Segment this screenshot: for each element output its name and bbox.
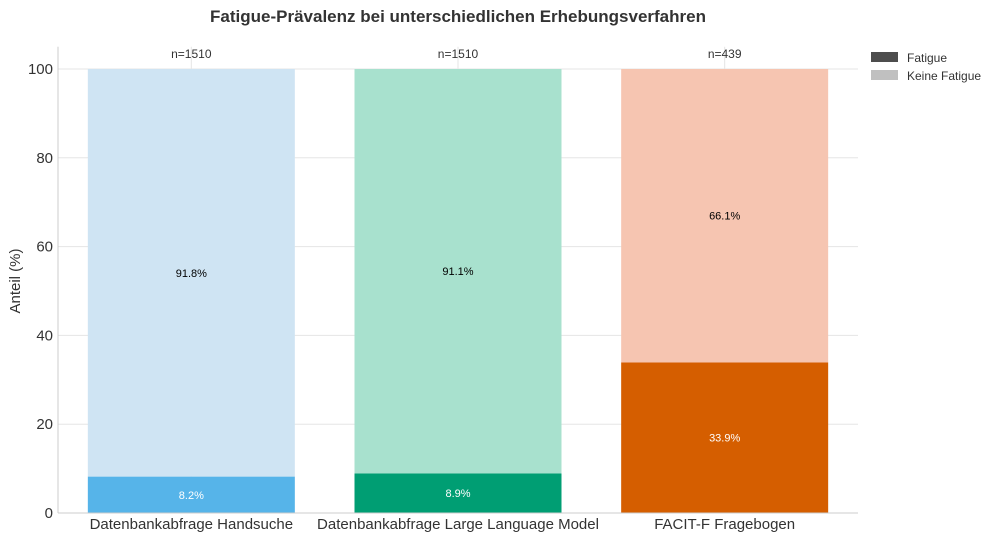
- bar-segment-keine-fatigue: [621, 69, 829, 363]
- y-tick-label: 0: [45, 505, 53, 522]
- y-axis-label: Anteil (%): [7, 248, 24, 313]
- bar-value-label: 8.2%: [179, 490, 204, 502]
- bar-value-label: 8.9%: [445, 488, 470, 500]
- y-tick-label: 60: [36, 239, 53, 256]
- bar-segment-fatigue: [87, 476, 295, 513]
- y-tick-label: 40: [36, 327, 53, 344]
- x-tick-label: FACIT-F Fragebogen: [654, 516, 795, 533]
- bar-value-label: 91.8%: [176, 268, 207, 280]
- sample-size-label: n=439: [708, 47, 742, 61]
- bar-value-label: 33.9%: [709, 433, 740, 445]
- legend-swatch: [871, 52, 898, 62]
- legend-label: Keine Fatigue: [907, 69, 981, 83]
- x-tick-label: Datenbankabfrage Handsuche: [90, 516, 293, 533]
- y-tick-label: 20: [36, 416, 53, 433]
- legend-label: Fatigue: [907, 51, 947, 65]
- legend-swatch: [871, 70, 898, 80]
- bar-segment-fatigue: [621, 362, 829, 513]
- bar-segment-keine-fatigue: [354, 69, 562, 474]
- bar-value-label: 66.1%: [709, 211, 740, 223]
- sample-size-label: n=1510: [438, 47, 479, 61]
- bar-segment-fatigue: [354, 473, 562, 513]
- y-tick-label: 100: [28, 61, 53, 78]
- x-tick-label: Datenbankabfrage Large Language Model: [317, 516, 599, 533]
- bar-segment-keine-fatigue: [87, 69, 295, 477]
- chart-title: Fatigue-Prävalenz bei unterschiedlichen …: [210, 7, 706, 26]
- y-tick-label: 80: [36, 150, 53, 167]
- bar-value-label: 91.1%: [442, 266, 473, 278]
- sample-size-label: n=1510: [171, 47, 212, 61]
